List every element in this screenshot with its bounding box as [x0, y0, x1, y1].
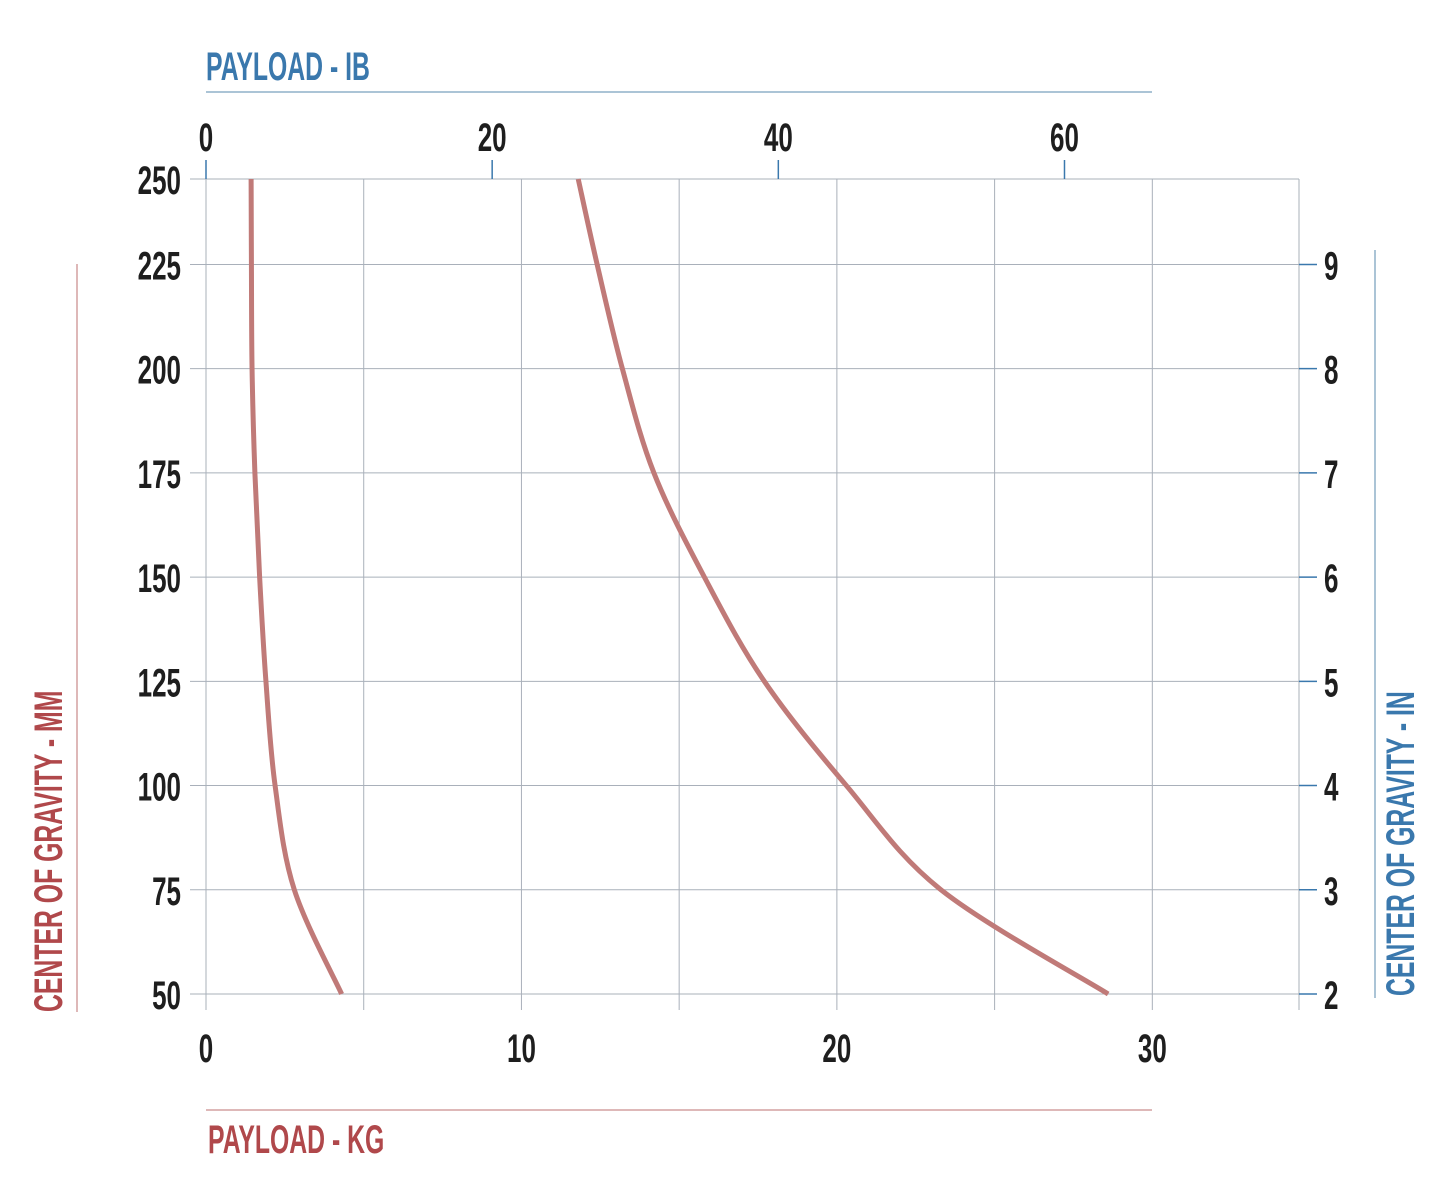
- left-tick-label: 250: [138, 158, 181, 203]
- left-tick-label: 175: [138, 452, 181, 497]
- right-tick-label: 3: [1324, 869, 1338, 914]
- left-tick-label: 125: [138, 661, 181, 706]
- right-tick-label: 8: [1324, 348, 1338, 393]
- left-tick-label: 50: [152, 973, 181, 1018]
- left-tick-label: 200: [138, 348, 181, 393]
- left-tick-label: 100: [138, 765, 181, 810]
- right-tick-label: 9: [1324, 244, 1338, 289]
- bottom-tick-label: 30: [1138, 1026, 1167, 1071]
- tick-labels: 0 20 40 600 10 20 3025022520017515012510075509…: [138, 115, 1339, 1071]
- curve-2: [575, 178, 1110, 997]
- top-tick-label: 40: [764, 115, 793, 160]
- right-tick-label: 5: [1324, 661, 1338, 706]
- grid: [190, 160, 1317, 1010]
- curves: [248, 178, 1110, 997]
- right-tick-label: 4: [1324, 765, 1339, 810]
- left-tick-label: 225: [138, 244, 181, 289]
- right-tick-label: 7: [1324, 452, 1338, 497]
- top-tick-label: 60: [1050, 115, 1079, 160]
- bottom-tick-label: 0: [199, 1026, 213, 1071]
- top-tick-label: 0: [199, 115, 213, 160]
- y-axis-title-left: CENTER OF GRAVITY - MM: [27, 691, 71, 1012]
- x-axis-title-top: PAYLOAD - IB: [206, 45, 370, 89]
- axis-titles: PAYLOAD - IB PAYLOAD - KG CENTER OF GRAV…: [27, 45, 1423, 1162]
- right-tick-label: 2: [1324, 973, 1338, 1018]
- left-tick-label: 150: [138, 557, 181, 602]
- right-tick-label: 6: [1324, 557, 1338, 602]
- left-tick-label: 75: [152, 869, 181, 914]
- y-axis-title-right: CENTER OF GRAVITY - IN: [1379, 691, 1423, 996]
- top-tick-label: 20: [478, 115, 507, 160]
- x-axis-title-bottom: PAYLOAD - KG: [208, 1118, 384, 1162]
- bottom-tick-label: 20: [822, 1026, 851, 1071]
- bottom-tick-label: 10: [507, 1026, 536, 1071]
- curve-1: [248, 178, 344, 996]
